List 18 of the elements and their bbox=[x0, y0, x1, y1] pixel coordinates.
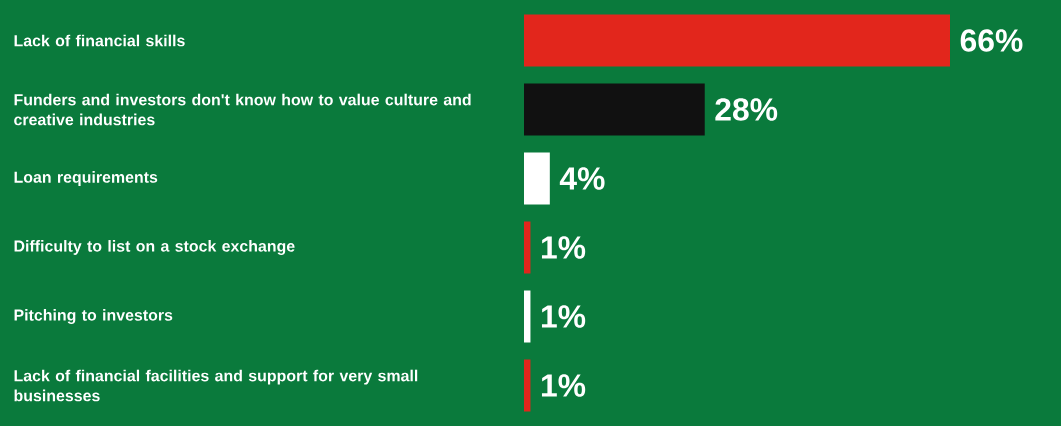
y-tick-label: Pitching to investors bbox=[14, 309, 173, 324]
data-label: 1% bbox=[541, 236, 586, 259]
data-label: 1% bbox=[541, 305, 586, 328]
y-tick-label: Lack of financial skills bbox=[14, 34, 185, 47]
y-tick-label: Lack of financial facilities and support for very small businesses bbox=[14, 369, 418, 402]
data-label: 4% bbox=[559, 167, 605, 190]
bar bbox=[524, 83, 705, 136]
bar bbox=[524, 359, 531, 412]
data-label: 1% bbox=[541, 374, 586, 397]
data-label: 66% bbox=[960, 29, 1023, 52]
y-tick-label: Difficulty to list on a stock exchange bbox=[14, 240, 295, 255]
bar bbox=[524, 152, 550, 205]
bar bbox=[524, 221, 531, 274]
y-tick-label: Loan requirements bbox=[14, 171, 158, 186]
data-label: 28% bbox=[715, 98, 778, 121]
bar bbox=[524, 14, 950, 67]
bar bbox=[524, 290, 531, 343]
y-tick-label: Funders and investors don't know how to value culture and creative industries bbox=[14, 93, 471, 126]
